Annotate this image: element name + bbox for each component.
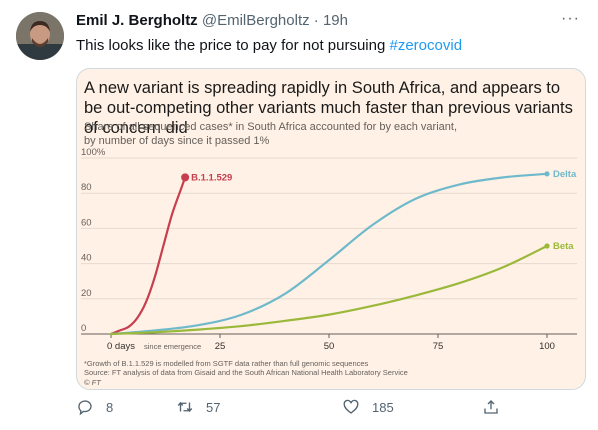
reply-count: 8 <box>106 399 114 415</box>
separator: · <box>313 12 319 29</box>
ft-credit: © FT <box>84 378 101 387</box>
tweet-image[interactable]: A new variant is spreading rapidly in So… <box>76 68 586 390</box>
y-tick-label: 0 <box>81 323 86 334</box>
series-endpoint <box>544 171 550 177</box>
x-tick-label: 0 days <box>107 341 135 352</box>
like-count: 185 <box>372 399 394 415</box>
series-line-beta <box>109 244 549 336</box>
x-tick-label: 75 <box>433 341 444 352</box>
timestamp[interactable]: 19h <box>322 12 348 29</box>
action-bar: 8 57 185 <box>76 398 516 420</box>
more-options-icon[interactable]: ··· <box>561 10 580 27</box>
reply-button[interactable]: 8 <box>76 398 113 416</box>
x-tick-label: 50 <box>324 341 335 352</box>
series-label: Delta <box>553 169 577 180</box>
tweet-text-body: This looks like the price to pay for not… <box>76 37 390 54</box>
chart-subtitle-line-2: by number of days since it passed 1% <box>84 135 270 147</box>
chart-title: A new variant is spreading rapidly in So… <box>84 79 573 137</box>
y-tick-label: 100% <box>81 147 106 158</box>
footnote-line-1: *Growth of B.1.1.529 is modelled from SG… <box>84 359 369 368</box>
retweet-icon <box>177 401 193 413</box>
footnote-line-2: Source: FT analysis of data from Gisaid … <box>84 368 408 377</box>
retweet-count: 57 <box>206 399 221 415</box>
chart-subtitle-line-1: Share of all sequenced cases* in South A… <box>84 121 458 133</box>
avatar-photo <box>16 12 64 60</box>
share-icon <box>484 400 498 414</box>
x-tick-label: 100 <box>539 341 555 352</box>
hashtag-link[interactable]: #zerocovid <box>389 37 463 54</box>
share-button[interactable] <box>482 398 500 416</box>
y-tick-label: 60 <box>81 217 92 228</box>
x-tick-label-suffix: since emergence <box>144 342 201 351</box>
tweet-header: Emil J. Bergholtz @EmilBergholtz · 19h <box>76 12 348 29</box>
line-chart: 100% 80 60 40 20 0 0 days since emergence 25 50 75… <box>81 147 577 352</box>
like-button[interactable]: 185 <box>342 398 394 416</box>
series-endpoint <box>544 243 550 249</box>
display-name[interactable]: Emil J. Bergholtz <box>76 12 198 29</box>
series-line-b11529 <box>109 176 187 336</box>
y-tick-label: 20 <box>81 288 92 299</box>
retweet-button[interactable]: 57 <box>176 398 220 416</box>
chart-subtitle: Share of all sequenced cases* in South A… <box>84 120 574 148</box>
series-label: Beta <box>553 241 574 252</box>
heart-icon <box>343 399 359 414</box>
user-handle[interactable]: @EmilBergholtz <box>201 12 310 29</box>
series-endpoint <box>181 173 190 182</box>
avatar[interactable] <box>16 12 64 60</box>
tweet-text: This looks like the price to pay for not… <box>76 37 462 54</box>
y-tick-label: 40 <box>81 253 92 264</box>
y-tick-label: 80 <box>81 182 92 193</box>
reply-icon <box>78 400 92 416</box>
chart-footnote: *Growth of B.1.1.529 is modelled from SG… <box>84 359 408 377</box>
x-tick-label: 25 <box>215 341 226 352</box>
series-line-delta <box>109 172 549 336</box>
series-label: B.1.1.529 <box>191 172 232 183</box>
